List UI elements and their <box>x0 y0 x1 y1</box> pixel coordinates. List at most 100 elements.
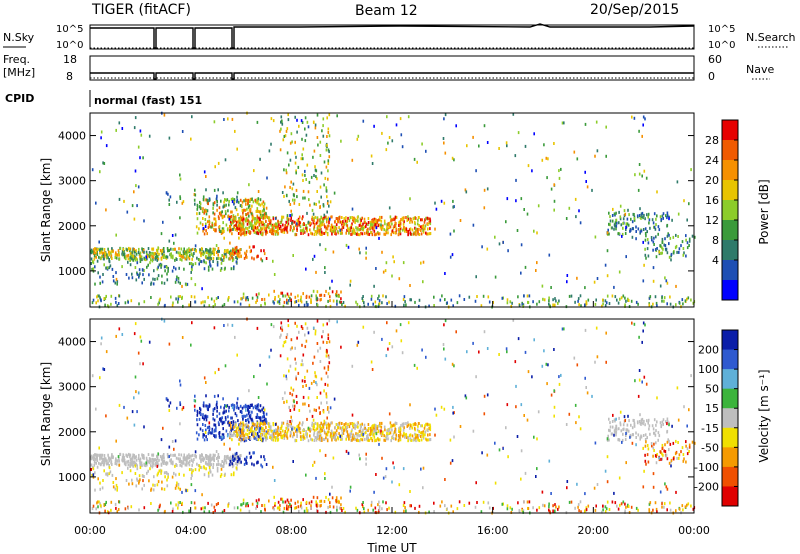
power-cell <box>342 220 344 224</box>
colorbar-tick-label: 24 <box>705 154 719 167</box>
velocity-cell <box>289 431 292 434</box>
power-cell <box>381 250 383 254</box>
velocity-cell <box>348 437 350 441</box>
velocity-cell <box>577 505 579 509</box>
power-cell <box>157 274 160 278</box>
velocity-cell <box>210 463 212 467</box>
power-cell <box>235 245 238 249</box>
power-cell <box>624 303 626 307</box>
power-cell <box>200 252 202 256</box>
velocity-cell <box>319 499 321 503</box>
power-cell <box>296 118 298 122</box>
velocity-cell <box>275 428 277 432</box>
velocity-cell <box>143 462 145 466</box>
power-cell <box>114 253 117 257</box>
velocity-cell <box>303 428 305 431</box>
velocity-cell <box>340 507 342 510</box>
velocity-cell <box>227 455 229 459</box>
velocity-cell <box>615 417 617 421</box>
power-cell <box>378 232 381 236</box>
power-cell <box>129 263 132 267</box>
power-cell <box>223 303 226 306</box>
power-cell <box>235 208 238 212</box>
velocity-cell <box>652 454 654 458</box>
power-cell <box>265 226 267 230</box>
power-cell <box>185 253 188 257</box>
power-cell <box>205 248 207 252</box>
velocity-cell <box>487 501 490 505</box>
power-cell <box>248 245 251 249</box>
velocity-cell <box>178 472 180 476</box>
power-cell <box>427 223 429 226</box>
power-cell <box>307 233 310 237</box>
power-cell <box>223 255 225 259</box>
power-cell <box>157 302 159 306</box>
velocity-cell <box>625 505 627 509</box>
velocity-cell <box>244 414 247 418</box>
velocity-cell <box>309 434 311 438</box>
velocity-cell <box>215 457 218 460</box>
power-cell <box>119 246 122 250</box>
velocity-cell <box>372 508 374 512</box>
power-cell <box>323 294 326 297</box>
velocity-cell <box>314 332 317 336</box>
velocity-cell <box>245 436 248 440</box>
velocity-cell <box>449 461 452 465</box>
velocity-cell <box>646 419 648 423</box>
power-cell <box>285 171 288 175</box>
power-cell <box>418 233 421 236</box>
velocity-cell <box>608 428 610 432</box>
power-cell <box>105 208 107 212</box>
velocity-cell <box>385 437 388 441</box>
power-cell <box>236 228 238 232</box>
velocity-cell <box>290 505 292 508</box>
velocity-cell <box>110 455 113 459</box>
power-cell <box>575 215 577 219</box>
power-cell <box>229 253 232 257</box>
velocity-cell <box>114 502 117 506</box>
velocity-cell <box>268 432 270 436</box>
power-cell <box>363 217 366 221</box>
power-cell <box>625 226 627 229</box>
power-cell <box>552 303 554 307</box>
power-cell <box>652 221 655 225</box>
power-cell <box>170 255 172 259</box>
power-cell <box>638 214 641 217</box>
power-cell <box>427 227 429 231</box>
velocity-cell <box>666 440 669 444</box>
velocity-cell <box>311 414 314 418</box>
velocity-cell <box>143 506 146 510</box>
power-cell <box>239 204 242 208</box>
velocity-cell <box>363 431 366 435</box>
power-cell <box>221 229 224 233</box>
power-cell <box>262 220 264 224</box>
power-cell <box>283 300 286 304</box>
power-cell <box>472 223 475 227</box>
velocity-cell <box>313 433 315 437</box>
power-cell <box>252 228 255 232</box>
power-cell <box>121 127 124 130</box>
velocity-cell <box>326 341 328 344</box>
velocity-cell <box>103 469 105 473</box>
power-cell <box>281 228 284 232</box>
power-cell <box>323 160 326 164</box>
power-cell <box>346 219 348 223</box>
power-cell <box>422 224 425 228</box>
power-cell <box>255 293 258 297</box>
velocity-cell <box>222 427 224 431</box>
noise-panel: N.Sky 10^5 10^0 10^5 10^0 N.Search <box>3 23 796 51</box>
velocity-cell <box>604 510 607 514</box>
power-cell <box>481 245 483 249</box>
power-cell <box>331 232 333 236</box>
velocity-cell <box>367 427 370 430</box>
power-cell <box>135 184 137 188</box>
power-cell <box>362 227 364 230</box>
velocity-cell <box>620 429 623 433</box>
velocity-cell <box>336 423 339 427</box>
power-cell <box>135 252 138 256</box>
power-cell <box>301 173 304 177</box>
power-cell <box>247 218 249 222</box>
power-cell <box>211 225 214 229</box>
power-cell <box>386 227 389 231</box>
velocity-cell <box>407 423 410 427</box>
